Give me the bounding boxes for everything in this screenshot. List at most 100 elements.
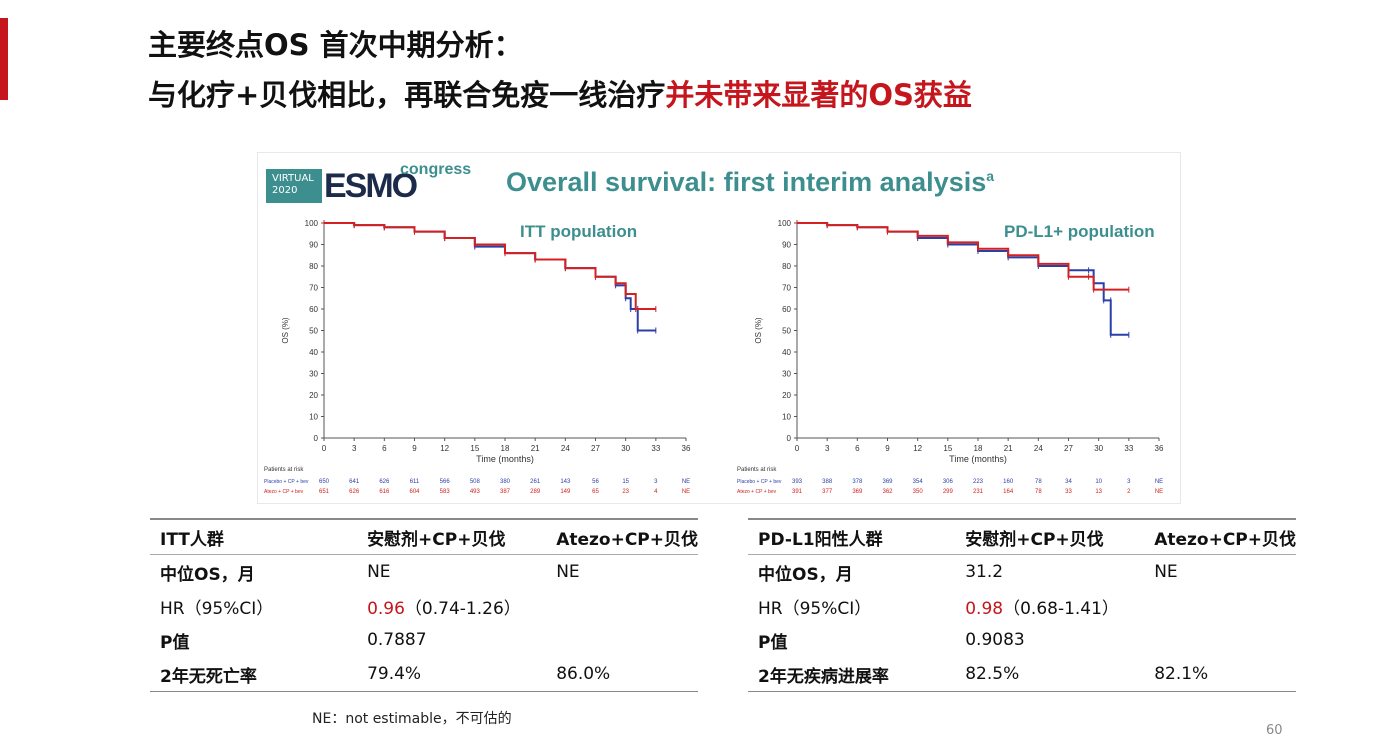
slide-title-line1: 主要终点OS 首次中期分析： <box>148 28 523 62</box>
risk-value: 223 <box>973 479 984 485</box>
title-black-part: 与化疗+贝伐相比，再联合免疫一线治疗 <box>148 78 666 112</box>
y-tick-label: 80 <box>782 262 791 271</box>
risk-value: 231 <box>973 489 984 495</box>
x-tick-label: 12 <box>913 444 922 453</box>
panel-title: PD-L1+ population <box>1004 222 1155 241</box>
table-row: 2年无死亡率 79.4% 86.0% <box>150 657 698 692</box>
table-cell: 86.0% <box>546 657 698 692</box>
risk-value: 651 <box>319 489 330 495</box>
y-axis-label: OS (%) <box>754 317 763 344</box>
risk-value: 350 <box>913 489 924 495</box>
x-tick-label: 9 <box>412 444 417 453</box>
risk-value: 2 <box>1127 489 1131 495</box>
x-tick-label: 27 <box>591 444 600 453</box>
x-tick-label: 18 <box>974 444 983 453</box>
risk-value: 566 <box>440 479 451 485</box>
risk-value: 626 <box>349 489 360 495</box>
x-tick-label: 6 <box>855 444 860 453</box>
y-tick-label: 80 <box>309 262 318 271</box>
figure-title-text: Overall survival: first interim analysis <box>506 167 987 197</box>
risk-value: 149 <box>560 489 571 495</box>
risk-value: NE <box>1155 479 1163 485</box>
y-tick-label: 90 <box>782 241 791 250</box>
risk-value: 369 <box>852 489 863 495</box>
risk-value: 362 <box>882 489 893 495</box>
risk-value: 604 <box>409 489 420 495</box>
risk-value: 626 <box>379 479 390 485</box>
table-cell <box>546 623 698 657</box>
table-row: HR（95%CI） 0.98（0.68-1.41） <box>748 589 1296 623</box>
x-tick-label: 27 <box>1064 444 1073 453</box>
risk-value: 378 <box>852 479 863 485</box>
hr-ci: （0.68-1.41） <box>1003 598 1119 619</box>
y-tick-label: 0 <box>314 434 319 443</box>
risk-value: 387 <box>500 489 511 495</box>
risk-value: 299 <box>943 489 954 495</box>
risk-value: 641 <box>349 479 360 485</box>
esmo-logo: ESMO <box>324 167 418 205</box>
x-tick-label: 15 <box>470 444 479 453</box>
table-cell: HR（95%CI） <box>758 598 872 619</box>
itt-table: ITT人群 安慰剂+CP+贝伐 Atezo+CP+贝伐 中位OS，月 NE NE… <box>150 518 698 692</box>
x-tick-label: 0 <box>795 444 800 453</box>
table-cell: 82.5% <box>955 657 1145 692</box>
x-tick-label: 30 <box>1094 444 1103 453</box>
risk-value: 160 <box>1003 479 1014 485</box>
y-tick-label: 30 <box>309 370 318 379</box>
x-tick-label: 0 <box>322 444 327 453</box>
risk-row-label: Atezo + CP + bev <box>737 489 777 495</box>
esmo-year-text: 2020 <box>272 185 298 196</box>
x-tick-label: 12 <box>440 444 449 453</box>
risk-value: NE <box>682 479 690 485</box>
risk-value: 493 <box>470 489 481 495</box>
x-tick-label: 30 <box>621 444 630 453</box>
table-cell: 中位OS，月 <box>160 564 255 585</box>
risk-value: 65 <box>592 489 599 495</box>
x-tick-label: 3 <box>352 444 357 453</box>
table-row: 中位OS，月 31.2 NE <box>748 555 1296 590</box>
x-tick-label: 3 <box>825 444 830 453</box>
hr-value: 0.96 <box>367 598 405 619</box>
risk-value: 508 <box>470 479 481 485</box>
risk-row-label: Placebo + CP + bev <box>264 479 309 485</box>
y-tick-label: 50 <box>782 327 791 336</box>
table-cell: 31.2 <box>965 562 1004 582</box>
figure-title: Overall survival: first interim analysis… <box>506 167 994 198</box>
footnote: NE：not estimable，不可估的 <box>312 711 512 727</box>
y-tick-label: 30 <box>782 370 791 379</box>
risk-value: 650 <box>319 479 330 485</box>
table-cell: 0.7887 <box>367 630 427 650</box>
risk-value: 15 <box>622 479 629 485</box>
table-cell: 82.1% <box>1144 657 1296 692</box>
page-number: 60 <box>1266 723 1283 738</box>
table-row: HR（95%CI） 0.96（0.74-1.26） <box>150 589 698 623</box>
risk-value: 289 <box>530 489 541 495</box>
table-cell: P值 <box>160 632 190 653</box>
table-cell: HR（95%CI） <box>160 598 274 619</box>
y-tick-label: 20 <box>782 391 791 400</box>
risk-value: 611 <box>410 479 420 485</box>
risk-value: NE <box>682 489 690 495</box>
risk-value: 380 <box>500 479 511 485</box>
risk-value: 34 <box>1065 479 1072 485</box>
y-tick-label: 20 <box>309 391 318 400</box>
y-axis-label: OS (%) <box>281 317 290 344</box>
risk-value: 3 <box>654 479 658 485</box>
y-tick-label: 50 <box>309 327 318 336</box>
accent-bar <box>0 18 8 100</box>
slide-title-line2: 与化疗+贝伐相比，再联合免疫一线治疗并未带来显著的OS获益 <box>148 72 972 114</box>
table-cell: NE <box>367 562 391 582</box>
x-tick-label: 36 <box>682 444 691 453</box>
risk-value: 3 <box>1127 479 1131 485</box>
x-axis-label: Time (months) <box>476 454 534 464</box>
table-row: P值 0.7887 <box>150 623 698 657</box>
y-tick-label: 10 <box>782 413 791 422</box>
risk-table-header: Patients at risk <box>264 467 304 473</box>
table-cell: 0.96（0.74-1.26） <box>357 589 546 623</box>
y-tick-label: 100 <box>305 219 319 228</box>
table-row: ITT人群 安慰剂+CP+贝伐 Atezo+CP+贝伐 <box>150 518 698 555</box>
y-tick-label: 60 <box>309 305 318 314</box>
x-tick-label: 24 <box>561 444 570 453</box>
table-cell: 2年无死亡率 <box>150 657 358 692</box>
